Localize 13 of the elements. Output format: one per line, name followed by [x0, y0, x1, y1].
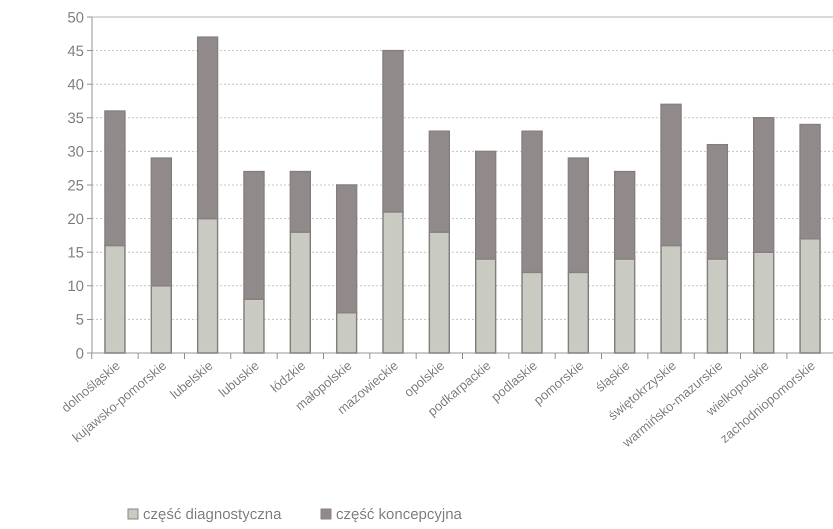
y-tick-label: 0: [76, 345, 84, 362]
y-tick-label: 35: [67, 110, 84, 128]
legend-label: część koncepcyjna: [336, 506, 463, 523]
y-tick-label: 5: [76, 312, 84, 329]
y-tick-label: 30: [67, 144, 84, 161]
y-tick-label: 15: [67, 244, 84, 262]
y-tick-label: 20: [67, 210, 84, 228]
y-tick-label: 45: [67, 42, 84, 60]
y-tick-label: 50: [67, 9, 84, 26]
y-tick-label: 25: [67, 177, 84, 194]
y-tick-label: 40: [67, 76, 84, 94]
legend-label: część diagnostyczna: [143, 506, 282, 523]
y-tick-label: 10: [67, 278, 84, 296]
